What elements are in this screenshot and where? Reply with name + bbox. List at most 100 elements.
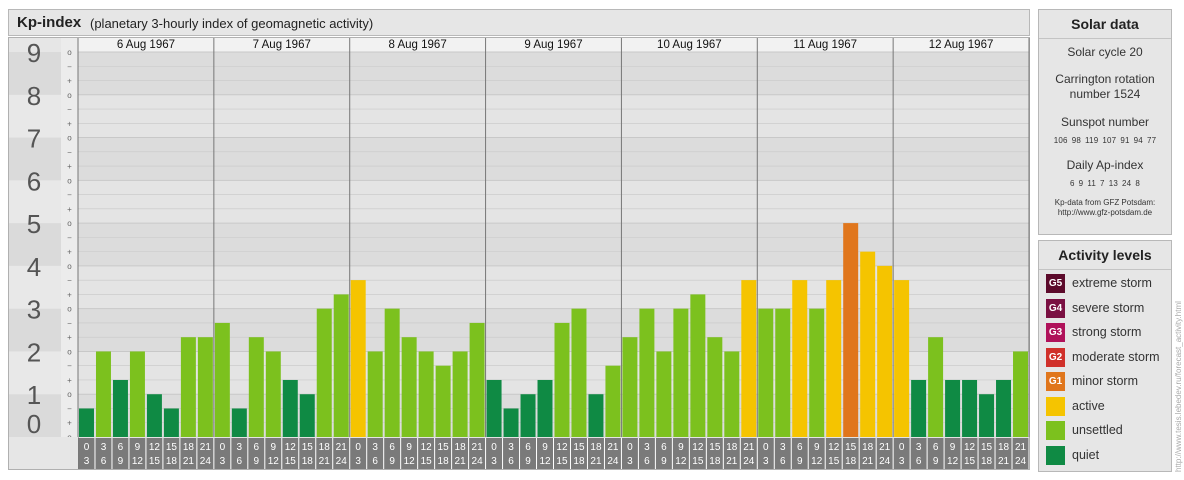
hour-start: 9 (678, 442, 684, 453)
hour-end: 6 (101, 456, 107, 467)
page-title: Kp-index (17, 14, 82, 31)
hour-start: 18 (590, 442, 602, 453)
kp-bar (928, 337, 944, 437)
sub-tick-o: o (67, 305, 72, 314)
band-8 (78, 52, 1029, 95)
hour-start: 21 (336, 442, 348, 453)
hour-end: 6 (508, 456, 514, 467)
sub-tick-o: o (67, 390, 72, 399)
hour-start: 9 (135, 442, 141, 453)
hour-start: 3 (644, 442, 650, 453)
hour-start: 15 (709, 442, 721, 453)
y-band-0 (9, 394, 61, 437)
kp-bar (707, 337, 723, 437)
kp-bar (639, 308, 655, 437)
hour-cell (689, 438, 706, 469)
legend-label: extreme storm (1072, 276, 1152, 290)
kp-bar (979, 394, 995, 437)
solar-data-panel: Solar data Solar cycle 20 Carrington rot… (1038, 9, 1172, 235)
source-note-line1: Kp-data from GFZ Potsdam: (1054, 198, 1156, 207)
kp-bar (622, 337, 638, 437)
hour-end: 15 (964, 456, 976, 467)
y-band-5 (9, 180, 61, 224)
legend-swatch: G5 (1046, 274, 1065, 293)
carrington-line2: number 1524 (1069, 87, 1141, 101)
kp-bar (605, 365, 621, 437)
band-6 (78, 137, 1029, 181)
top-band (78, 38, 1029, 52)
hour-end: 12 (539, 456, 551, 467)
kp-bar (316, 308, 332, 437)
hour-end: 24 (879, 456, 891, 467)
hour-start: 3 (508, 442, 514, 453)
hour-start: 6 (389, 442, 395, 453)
hour-cell (859, 438, 876, 469)
hour-cell (435, 438, 452, 469)
legend-label: severe storm (1072, 300, 1145, 315)
ap-label: Daily Ap-index (1066, 158, 1144, 172)
hour-cell (723, 438, 740, 469)
sunspot-value-5: 94 (1133, 136, 1143, 145)
hour-cell (401, 438, 418, 469)
hour-cell (621, 438, 638, 469)
hour-cell (520, 438, 537, 469)
sunspot-values: 106 98 119 107 91 94 77 (1039, 136, 1171, 145)
hour-start: 18 (998, 442, 1010, 453)
hour-start: 12 (692, 442, 704, 453)
hour-cell (129, 438, 146, 469)
kp-bar (248, 337, 264, 437)
kp-bar (588, 394, 604, 437)
hour-end: 9 (389, 456, 395, 467)
hour-start: 18 (319, 442, 331, 453)
legend-label: strong storm (1072, 325, 1142, 339)
hour-cell (299, 438, 316, 469)
sub-tick-plus: + (67, 376, 72, 385)
hour-cell (316, 438, 333, 469)
hour-start: 15 (573, 442, 585, 453)
legend-label: moderate storm (1072, 349, 1160, 364)
sub-tick-plus: + (67, 290, 72, 299)
kp-bar (112, 379, 128, 437)
hour-start: 9 (950, 442, 956, 453)
hour-start: 6 (525, 442, 531, 453)
hour-end: 12 (268, 456, 280, 467)
hour-cell (418, 438, 435, 469)
hour-start: 0 (355, 442, 361, 453)
kp-bar (418, 351, 434, 437)
hour-cell (927, 438, 944, 469)
hour-cell (587, 438, 604, 469)
hour-end: 21 (183, 456, 195, 467)
legend-item-moderate-storm: G2 moderate storm (1046, 347, 1171, 368)
kp-bar (758, 308, 774, 437)
hour-cell (961, 438, 978, 469)
hour-start: 15 (438, 442, 450, 453)
kp-bar (333, 294, 349, 437)
hour-end: 18 (573, 456, 585, 467)
legend-swatch: G3 (1046, 323, 1065, 342)
hour-start: 21 (879, 442, 891, 453)
legend-swatch: G1 (1046, 372, 1065, 391)
hour-cell (146, 438, 163, 469)
y-tick-label-0: 0 (27, 409, 41, 439)
hour-end: 15 (692, 456, 704, 467)
kp-bar (469, 322, 485, 437)
hour-end: 12 (404, 456, 416, 467)
kp-bar (741, 280, 757, 437)
hour-start: 3 (237, 442, 243, 453)
hour-end: 6 (916, 456, 922, 467)
kp-bar (911, 379, 927, 437)
kp-bar (231, 408, 247, 437)
hour-end: 12 (132, 456, 144, 467)
hour-end: 24 (336, 456, 348, 467)
sub-tick-minus: − (67, 362, 72, 371)
sub-tick-minus: − (67, 191, 72, 200)
hour-start: 0 (491, 442, 497, 453)
sub-tick-minus: − (67, 404, 72, 413)
hour-cell (384, 438, 401, 469)
sunspot-value-1: 98 (1071, 136, 1081, 145)
hour-start: 18 (455, 442, 467, 453)
kp-bar (520, 394, 536, 437)
ap-value-6: 8 (1135, 179, 1140, 188)
hour-end: 21 (590, 456, 602, 467)
hour-end: 24 (607, 456, 619, 467)
